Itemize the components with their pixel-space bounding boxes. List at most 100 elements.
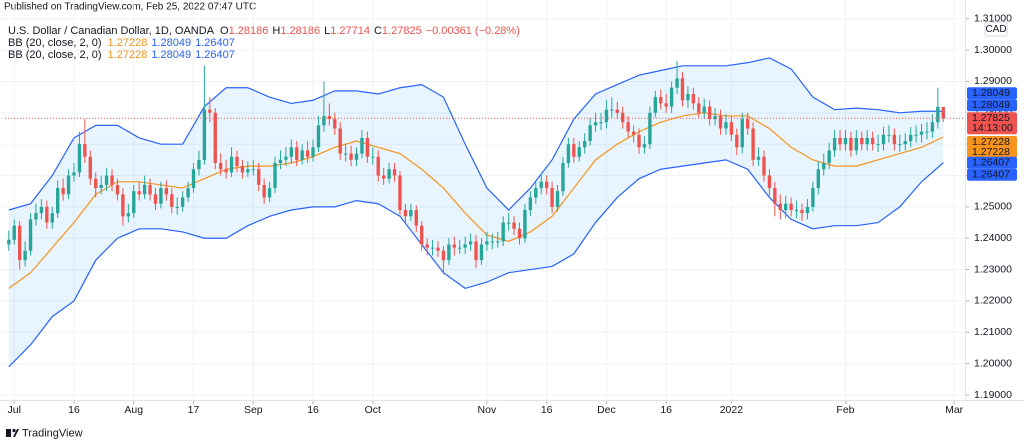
candle-body	[599, 122, 603, 124]
middle-tag-box	[967, 136, 1017, 149]
candle-body	[224, 169, 228, 173]
candle-body	[680, 78, 685, 101]
candle-body	[707, 106, 712, 120]
candle-body	[142, 184, 147, 195]
candle-body	[822, 162, 826, 170]
candle-body	[164, 188, 169, 195]
logo-mark	[12, 428, 16, 433]
candle-body	[262, 184, 266, 198]
candle-body	[724, 122, 728, 129]
candle-body	[919, 131, 924, 135]
candle-body	[496, 241, 500, 243]
candle-body	[767, 175, 772, 189]
candle-body	[267, 188, 272, 198]
candle-body	[430, 247, 435, 249]
candles	[7, 61, 945, 275]
countdown: 14:13:00	[972, 122, 1013, 134]
candle-body	[626, 122, 630, 132]
candle-body	[642, 144, 647, 148]
candle-body	[159, 188, 163, 204]
candle-body	[784, 203, 788, 211]
x-tick-label: Dec	[597, 404, 616, 416]
band-middle	[8, 112, 944, 289]
y-tick-label: 1.25000	[974, 201, 1012, 213]
candle-body	[762, 156, 766, 176]
candle-body	[778, 203, 782, 211]
candle-body	[936, 106, 940, 123]
lower-tag-box	[967, 156, 1017, 169]
candle-body	[12, 225, 16, 240]
candle-body	[561, 162, 565, 192]
candle-body	[512, 222, 516, 229]
published-note: Published on TradingView.com, Feb 25, 20…	[4, 2, 256, 13]
candle-body	[832, 137, 837, 151]
candle-body	[604, 109, 609, 123]
candle-body	[213, 112, 217, 163]
candle-body	[191, 169, 196, 189]
candle-body	[523, 210, 527, 239]
y-tick-label: 1.30000	[974, 44, 1012, 56]
legend: U.S. Dollar / Canadian Dollar, 1D, OANDA…	[8, 25, 520, 61]
candle-body	[566, 144, 571, 163]
bb-upper-value: 1.28049	[151, 37, 191, 49]
candle-body	[870, 137, 875, 145]
candle-body	[17, 225, 22, 261]
legend-bb: BB (20, close, 2, 0) 1.27228 1.28049 1.2640…	[8, 49, 235, 61]
footer-brand: TradingView	[22, 427, 83, 439]
legend-bb: BB (20, close, 2, 0) 1.27228 1.28049 1.2640…	[8, 37, 235, 49]
upper-tag-box	[967, 87, 1017, 100]
candle-body	[686, 94, 690, 101]
candle-body	[800, 210, 804, 214]
currency-box	[984, 21, 1008, 37]
x-tick-label: 17	[188, 404, 200, 416]
x-tick-label: Aug	[124, 404, 143, 416]
candle-body	[392, 169, 397, 176]
candle-body	[534, 188, 538, 198]
candle-body	[50, 213, 54, 223]
candle-body	[898, 144, 902, 146]
upper-tag: 1.28049	[972, 99, 1010, 111]
bb-middle-value: 1.27228	[108, 49, 148, 61]
band-upper	[8, 57, 944, 211]
lower-tag-box	[967, 168, 1017, 181]
candle-body	[637, 134, 641, 148]
legend-ohlc: U.S. Dollar / Canadian Dollar, 1D, OANDA…	[8, 25, 520, 37]
x-tick-label: Jul	[8, 404, 21, 416]
indicator-name: BB (20, close, 2, 0)	[8, 49, 102, 61]
y-tick-label: 1.20000	[974, 357, 1012, 369]
x-tick-label: Sep	[244, 404, 263, 416]
candle-body	[691, 94, 696, 104]
candle-body	[311, 147, 315, 157]
candle-body	[229, 156, 234, 173]
candle-body	[83, 144, 87, 157]
candle-body	[398, 175, 402, 211]
candle-body	[941, 106, 945, 119]
middle-tag: 1.27228	[972, 146, 1010, 158]
ohlc-label: H	[272, 25, 280, 37]
candle-body	[186, 188, 190, 198]
candle-body	[115, 184, 120, 195]
candle-body	[99, 184, 103, 189]
candle-body	[659, 97, 663, 104]
x-tick-label: 2022	[720, 404, 744, 416]
candle-body	[371, 156, 375, 158]
candle-body	[675, 78, 679, 88]
candle-body	[56, 188, 60, 214]
candle-body	[365, 137, 370, 157]
x-tick-label: Nov	[478, 404, 497, 416]
candle-body	[925, 131, 929, 133]
y-tick-label: 1.19000	[974, 389, 1012, 401]
y-tick-label: 1.22000	[974, 295, 1012, 307]
candle-body	[34, 213, 38, 220]
x-tick-label: Feb	[836, 404, 854, 416]
candle-body	[170, 194, 174, 207]
candle-body	[425, 244, 429, 248]
currency: CAD	[985, 24, 1006, 35]
candle-body	[539, 181, 543, 189]
candle-body	[376, 156, 380, 176]
bb-lower-value: 1.26407	[195, 49, 235, 61]
candle-body	[278, 159, 283, 163]
candle-body	[887, 134, 891, 136]
candle-body	[930, 122, 935, 132]
candle-body	[669, 87, 674, 107]
